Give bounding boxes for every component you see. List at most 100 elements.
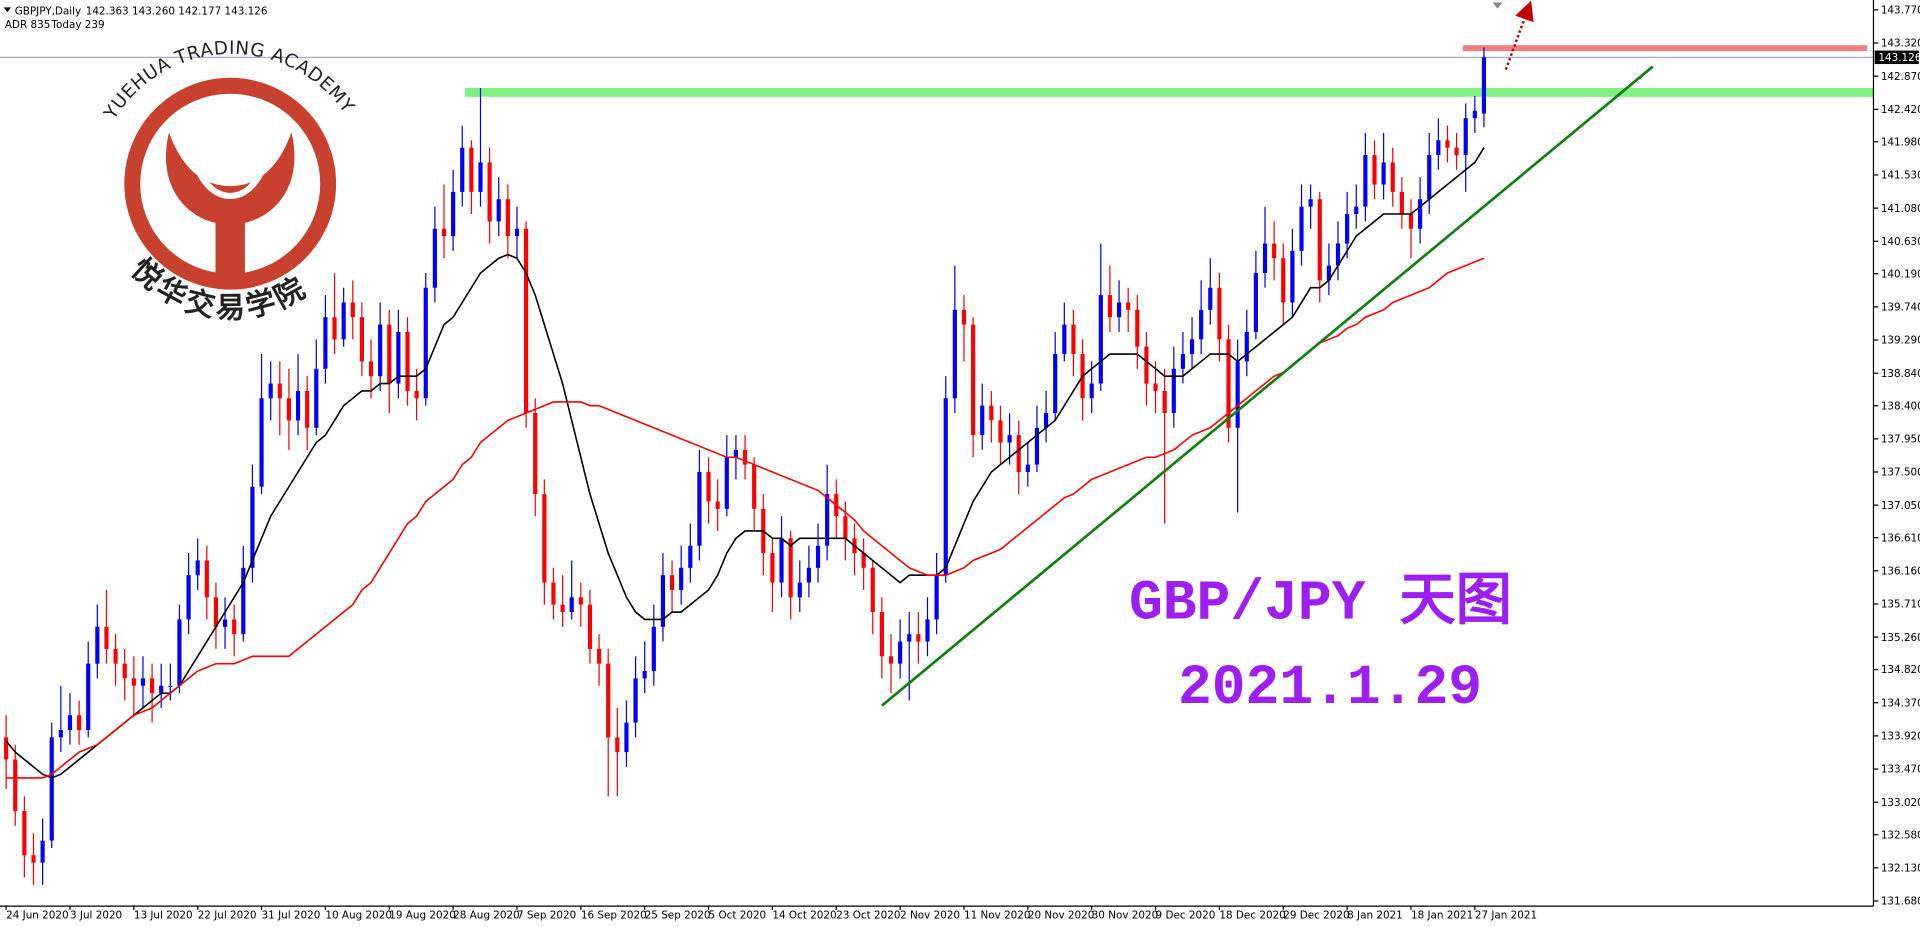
x-tick-label: 31 Jul 2020 bbox=[262, 909, 321, 921]
candle-body bbox=[742, 449, 748, 465]
y-tick-label: 136.610 bbox=[1881, 532, 1920, 544]
y-tick-label: 139.740 bbox=[1881, 302, 1920, 314]
candle-body bbox=[925, 619, 930, 642]
candle-body bbox=[140, 678, 146, 686]
candle-body bbox=[971, 324, 976, 436]
candle-body bbox=[779, 538, 784, 583]
candle-body bbox=[770, 553, 775, 583]
candle-body bbox=[186, 575, 191, 620]
candle-body bbox=[1025, 464, 1030, 472]
ma-line bbox=[6, 257, 1485, 779]
last-price-label: 143.126 bbox=[1878, 52, 1920, 64]
candle-body bbox=[204, 560, 209, 598]
y-tick-label: 137.050 bbox=[1881, 500, 1920, 512]
y-tick-label: 134.820 bbox=[1881, 664, 1920, 676]
candle-body bbox=[241, 567, 246, 635]
candle-body bbox=[1217, 287, 1222, 340]
candle-body bbox=[277, 383, 282, 399]
candle-body bbox=[460, 147, 465, 192]
candle-body bbox=[1454, 147, 1459, 156]
x-tick-label: 2 Nov 2020 bbox=[900, 909, 960, 921]
candle-body bbox=[1290, 250, 1295, 303]
candle-body bbox=[432, 228, 437, 288]
x-tick-label: 20 Nov 2020 bbox=[1028, 909, 1095, 921]
y-tick-label: 142.420 bbox=[1881, 104, 1920, 116]
candle-body bbox=[660, 575, 666, 627]
candle-body bbox=[177, 619, 182, 686]
candle-body bbox=[961, 309, 967, 325]
overlay-title: GBP/JPY 天图 bbox=[1129, 571, 1512, 635]
y-tick-label: 131.680 bbox=[1881, 896, 1920, 908]
candle-body bbox=[295, 390, 301, 421]
candle-body bbox=[715, 501, 720, 509]
y-tick-label: 141.080 bbox=[1881, 203, 1920, 215]
candle-body bbox=[13, 759, 18, 812]
candle-body bbox=[77, 715, 82, 730]
y-tick-label: 138.400 bbox=[1881, 400, 1920, 412]
x-tick-label: 7 Sep 2020 bbox=[517, 909, 576, 921]
x-tick-label: 16 Sep 2020 bbox=[581, 909, 647, 921]
candle-body bbox=[1162, 390, 1167, 414]
candle-body bbox=[587, 604, 593, 649]
candle-body bbox=[1208, 287, 1213, 310]
y-tick-label: 142.870 bbox=[1881, 71, 1920, 83]
candle-body bbox=[898, 641, 903, 664]
candle-body bbox=[1408, 214, 1414, 229]
last-price-tag bbox=[1874, 50, 1919, 65]
candle-body bbox=[861, 553, 866, 568]
candle-body bbox=[478, 162, 483, 192]
candle-body bbox=[1363, 155, 1368, 207]
candle-body bbox=[1253, 272, 1258, 332]
y-tick-label: 133.020 bbox=[1881, 797, 1920, 809]
candle-body bbox=[131, 678, 136, 686]
candle-body bbox=[1308, 199, 1313, 207]
candle-body bbox=[1262, 243, 1268, 273]
plot bbox=[0, 0, 1874, 885]
candle-body bbox=[815, 545, 821, 568]
trendline bbox=[881, 65, 1654, 707]
y-tick-label: 137.950 bbox=[1881, 434, 1920, 446]
x-tick-label: 5 Oct 2020 bbox=[709, 909, 767, 921]
candle-body bbox=[113, 648, 118, 664]
candle-body bbox=[213, 597, 219, 627]
candle-body bbox=[1472, 110, 1477, 119]
candle-body bbox=[797, 582, 802, 598]
candle-body bbox=[1281, 258, 1286, 303]
candle-body bbox=[396, 331, 401, 384]
candle-body bbox=[533, 413, 538, 495]
candle-body bbox=[222, 619, 228, 627]
candle-body bbox=[642, 671, 647, 679]
y-tick-label: 137.500 bbox=[1881, 467, 1920, 479]
x-tick-label: 27 Jan 2021 bbox=[1475, 909, 1537, 921]
x-tick-label: 30 Nov 2020 bbox=[1092, 909, 1159, 921]
y-tick-label: 141.980 bbox=[1881, 136, 1920, 148]
candle-body bbox=[606, 663, 611, 738]
candle-body bbox=[788, 538, 793, 598]
candle-body bbox=[697, 471, 702, 546]
candle-body bbox=[615, 737, 620, 753]
candle-body bbox=[341, 302, 346, 340]
candle-body bbox=[1180, 354, 1185, 369]
candle-body bbox=[159, 685, 164, 694]
candle-body bbox=[1463, 118, 1468, 156]
candle-body bbox=[268, 383, 273, 399]
x-tick-label: 3 Jul 2020 bbox=[70, 909, 122, 921]
candle-body bbox=[469, 147, 474, 192]
candle-body bbox=[952, 309, 957, 399]
x-tick-label: 22 Jul 2020 bbox=[198, 909, 257, 921]
x-tick-label: 25 Sep 2020 bbox=[645, 909, 711, 921]
candle-body bbox=[314, 368, 319, 428]
candle-body bbox=[368, 361, 374, 377]
candle-body bbox=[359, 317, 364, 362]
candle-body bbox=[1299, 206, 1304, 251]
y-tick-label: 135.260 bbox=[1881, 632, 1920, 644]
overlay-date: 2021.1.29 bbox=[1178, 656, 1482, 720]
candle-body bbox=[1445, 140, 1450, 148]
candle-body bbox=[286, 398, 291, 421]
candle-body bbox=[451, 191, 456, 237]
y-tick-label: 141.530 bbox=[1881, 170, 1920, 182]
candle-body bbox=[305, 390, 310, 428]
x-tick-label: 14 Oct 2020 bbox=[772, 909, 836, 921]
candle-body bbox=[514, 228, 520, 237]
candle-body bbox=[706, 471, 711, 502]
